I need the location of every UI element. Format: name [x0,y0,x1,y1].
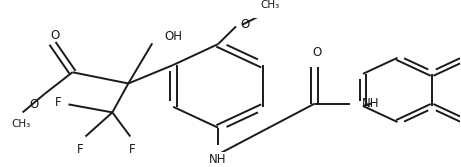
Text: O: O [240,18,249,31]
Text: CH₃: CH₃ [11,119,30,129]
Text: F: F [77,143,84,156]
Text: O: O [312,46,321,59]
Text: O: O [30,98,39,111]
Text: F: F [55,96,61,109]
Text: CH₃: CH₃ [260,0,279,10]
Text: NH: NH [209,153,227,166]
Text: O: O [50,29,59,42]
Text: F: F [129,143,136,156]
Text: OH: OH [164,30,182,43]
Text: NH: NH [361,97,379,110]
